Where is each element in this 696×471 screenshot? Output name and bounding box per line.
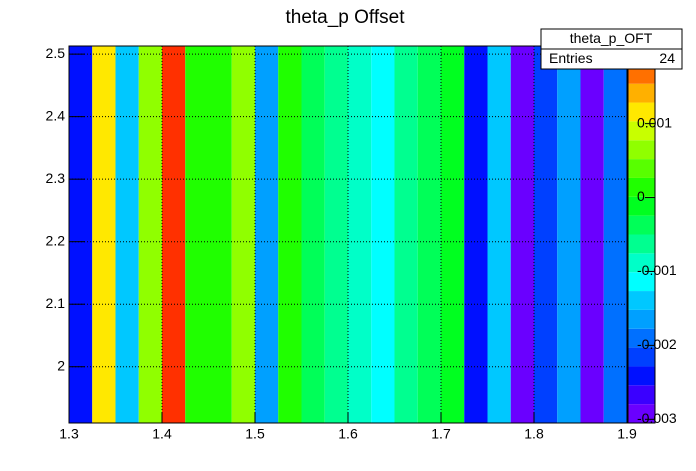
- heat-cell: [603, 46, 627, 423]
- x-tick-label: 1.5: [245, 426, 265, 442]
- y-tick-label: 2.4: [46, 107, 66, 123]
- palette-band: [628, 347, 655, 367]
- heat-cell: [417, 46, 441, 423]
- z-tick-label: 0.001: [637, 114, 672, 130]
- chart-title: theta_p Offset: [285, 7, 405, 28]
- palette-band: [628, 272, 655, 292]
- palette-band: [628, 215, 655, 235]
- palette-band: [628, 121, 655, 141]
- palette-band: [628, 83, 655, 103]
- heat-cell: [487, 46, 511, 423]
- heat-cell: [324, 46, 348, 423]
- palette-band: [628, 234, 655, 254]
- z-tick-label: -0.003: [637, 410, 677, 426]
- heat-cell: [138, 46, 162, 423]
- palette-band: [628, 366, 655, 386]
- stats-name: theta_p_OFT: [570, 30, 653, 46]
- heat-cell: [69, 46, 93, 423]
- palette-band: [628, 404, 655, 423]
- palette-band: [628, 140, 655, 160]
- heat-cell: [371, 46, 395, 423]
- x-tick-label: 1.4: [152, 426, 172, 442]
- palette-band: [628, 177, 655, 197]
- palette-band: [628, 385, 655, 405]
- y-tick-label: 2: [57, 357, 65, 373]
- heat-cell: [534, 46, 558, 423]
- z-tick-label: -0.001: [637, 262, 677, 278]
- heat-cell: [115, 46, 139, 423]
- heat-cell: [162, 46, 186, 423]
- heat-cell: [185, 46, 209, 423]
- palette-band: [628, 309, 655, 329]
- heat-cell: [278, 46, 302, 423]
- palette-band: [628, 196, 655, 216]
- heat-cell: [464, 46, 488, 423]
- heat-cell: [580, 46, 604, 423]
- stats-label: Entries: [549, 50, 593, 66]
- x-tick-label: 1.6: [338, 426, 358, 442]
- heat-cell: [301, 46, 325, 423]
- y-tick-label: 2.1: [46, 295, 66, 311]
- palette-band: [628, 159, 655, 178]
- x-tick-label: 1.9: [617, 426, 637, 442]
- heat-cell: [348, 46, 372, 423]
- stats-value: 24: [659, 50, 675, 66]
- palette-band: [628, 291, 655, 310]
- x-tick-label: 1.8: [524, 426, 544, 442]
- y-tick-label: 2.2: [46, 232, 66, 248]
- heat-cell: [231, 46, 255, 423]
- palette-band: [628, 64, 655, 84]
- palette-band: [628, 328, 655, 348]
- z-tick-label: -0.002: [637, 336, 677, 352]
- stats-box: theta_p_OFT Entries 24: [540, 28, 683, 70]
- z-tick-label: 0: [637, 188, 645, 204]
- y-tick-label: 2.5: [46, 45, 66, 61]
- heat-cell: [441, 46, 465, 423]
- heat-cell: [255, 46, 279, 423]
- palette-band: [628, 253, 655, 273]
- x-tick-label: 1.7: [431, 426, 451, 442]
- heat-cell: [394, 46, 418, 423]
- palette-band: [628, 102, 655, 122]
- heat-cell: [557, 46, 581, 423]
- heat-cell: [510, 46, 534, 423]
- y-tick-label: 2.3: [46, 170, 66, 186]
- x-tick-label: 1.3: [59, 426, 79, 442]
- heat-cell: [92, 46, 116, 423]
- heat-cell: [208, 46, 232, 423]
